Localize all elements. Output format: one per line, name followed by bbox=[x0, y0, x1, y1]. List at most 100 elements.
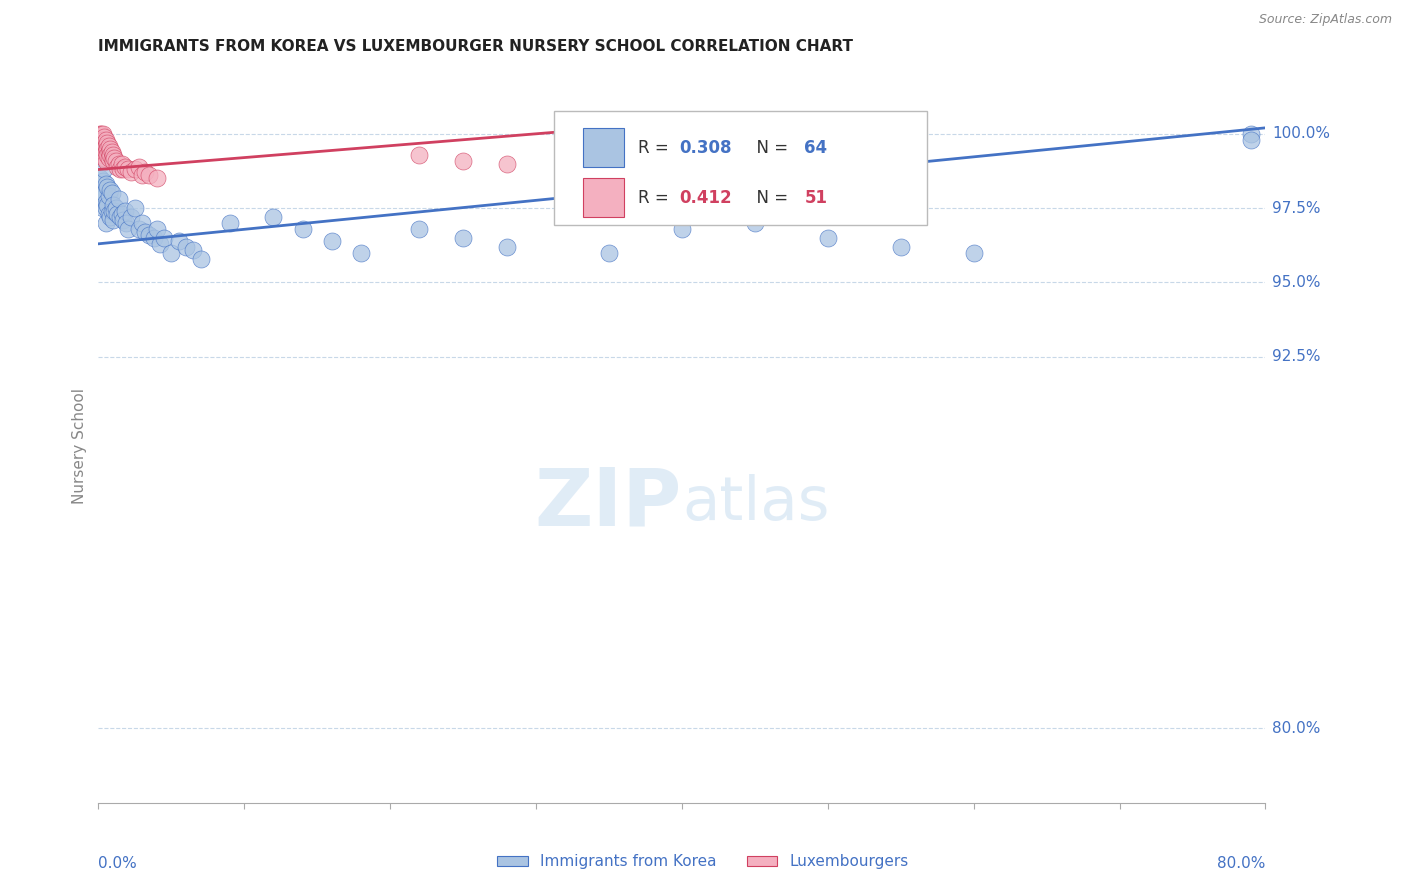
Point bbox=[134, 165, 156, 179]
Point bbox=[817, 231, 839, 245]
Point bbox=[101, 213, 124, 227]
Point bbox=[554, 160, 576, 174]
FancyBboxPatch shape bbox=[554, 111, 927, 225]
Text: 95.0%: 95.0% bbox=[1272, 275, 1320, 290]
Point bbox=[90, 127, 112, 141]
Point bbox=[142, 231, 165, 245]
Point bbox=[598, 245, 620, 260]
Point bbox=[98, 210, 121, 224]
Point bbox=[120, 210, 142, 224]
Text: R =: R = bbox=[637, 139, 673, 157]
Point bbox=[103, 151, 125, 165]
Point bbox=[90, 133, 112, 147]
Point bbox=[124, 201, 146, 215]
Point bbox=[108, 156, 131, 170]
Point bbox=[146, 171, 169, 186]
Point bbox=[1240, 127, 1263, 141]
Text: 97.5%: 97.5% bbox=[1272, 201, 1320, 216]
Point bbox=[101, 147, 124, 161]
Point bbox=[93, 136, 115, 150]
Text: 64: 64 bbox=[804, 139, 828, 157]
Point bbox=[408, 147, 430, 161]
Point bbox=[112, 213, 135, 227]
Point bbox=[90, 145, 112, 159]
Point bbox=[1240, 133, 1263, 147]
Point bbox=[408, 222, 430, 236]
Point bbox=[134, 225, 156, 239]
Point bbox=[97, 207, 120, 221]
Point bbox=[104, 153, 127, 168]
Point bbox=[91, 174, 114, 188]
Point bbox=[100, 186, 122, 201]
Bar bbox=[582, 178, 623, 218]
Point bbox=[146, 222, 169, 236]
Point bbox=[94, 133, 117, 147]
Point bbox=[91, 133, 114, 147]
Point bbox=[98, 183, 121, 197]
Point bbox=[138, 169, 160, 183]
Point bbox=[451, 231, 474, 245]
Point bbox=[93, 142, 115, 156]
Point bbox=[93, 162, 115, 177]
Point bbox=[96, 180, 118, 194]
Point bbox=[101, 153, 124, 168]
Text: 80.0%: 80.0% bbox=[1218, 856, 1265, 871]
Point bbox=[153, 231, 176, 245]
Point bbox=[671, 222, 693, 236]
Point bbox=[117, 222, 139, 236]
Point bbox=[90, 192, 112, 206]
Point bbox=[167, 234, 190, 248]
Point bbox=[138, 227, 160, 242]
Point bbox=[94, 145, 117, 159]
Text: 0.412: 0.412 bbox=[679, 189, 733, 207]
Point bbox=[103, 204, 125, 219]
Point bbox=[114, 160, 136, 174]
Point bbox=[89, 138, 111, 153]
Point bbox=[100, 204, 122, 219]
Point bbox=[111, 156, 134, 170]
Text: 100.0%: 100.0% bbox=[1272, 127, 1330, 141]
Text: 0.308: 0.308 bbox=[679, 139, 733, 157]
Point bbox=[110, 210, 132, 224]
Point bbox=[94, 216, 117, 230]
Point bbox=[96, 136, 118, 150]
Point bbox=[98, 142, 121, 156]
Point bbox=[97, 145, 120, 159]
Point bbox=[93, 151, 115, 165]
Point bbox=[100, 145, 122, 159]
Point bbox=[181, 243, 204, 257]
Point bbox=[97, 189, 120, 203]
Point bbox=[97, 138, 120, 153]
Text: IMMIGRANTS FROM KOREA VS LUXEMBOURGER NURSERY SCHOOL CORRELATION CHART: IMMIGRANTS FROM KOREA VS LUXEMBOURGER NU… bbox=[98, 38, 853, 54]
Point bbox=[96, 142, 118, 156]
Point bbox=[96, 198, 118, 212]
Point bbox=[149, 236, 172, 251]
Point bbox=[98, 147, 121, 161]
Point bbox=[131, 216, 153, 230]
Point bbox=[89, 127, 111, 141]
Point bbox=[117, 162, 139, 177]
Point bbox=[101, 198, 124, 212]
Point bbox=[174, 240, 197, 254]
Point bbox=[108, 192, 131, 206]
Point bbox=[96, 147, 118, 161]
Point bbox=[115, 216, 138, 230]
Point bbox=[495, 156, 517, 170]
Point bbox=[94, 138, 117, 153]
Point bbox=[112, 162, 135, 177]
Point bbox=[93, 129, 115, 144]
Point bbox=[262, 210, 284, 224]
Point bbox=[105, 160, 128, 174]
Text: 92.5%: 92.5% bbox=[1272, 350, 1320, 364]
Point bbox=[160, 245, 183, 260]
Point bbox=[124, 162, 146, 177]
Y-axis label: Nursery School: Nursery School bbox=[72, 388, 87, 504]
Point bbox=[91, 138, 114, 153]
Text: R =: R = bbox=[637, 189, 673, 207]
Text: 51: 51 bbox=[804, 189, 828, 207]
Point bbox=[94, 201, 117, 215]
Point bbox=[218, 216, 240, 230]
Point bbox=[91, 127, 114, 141]
Point bbox=[90, 138, 112, 153]
Point bbox=[120, 165, 142, 179]
